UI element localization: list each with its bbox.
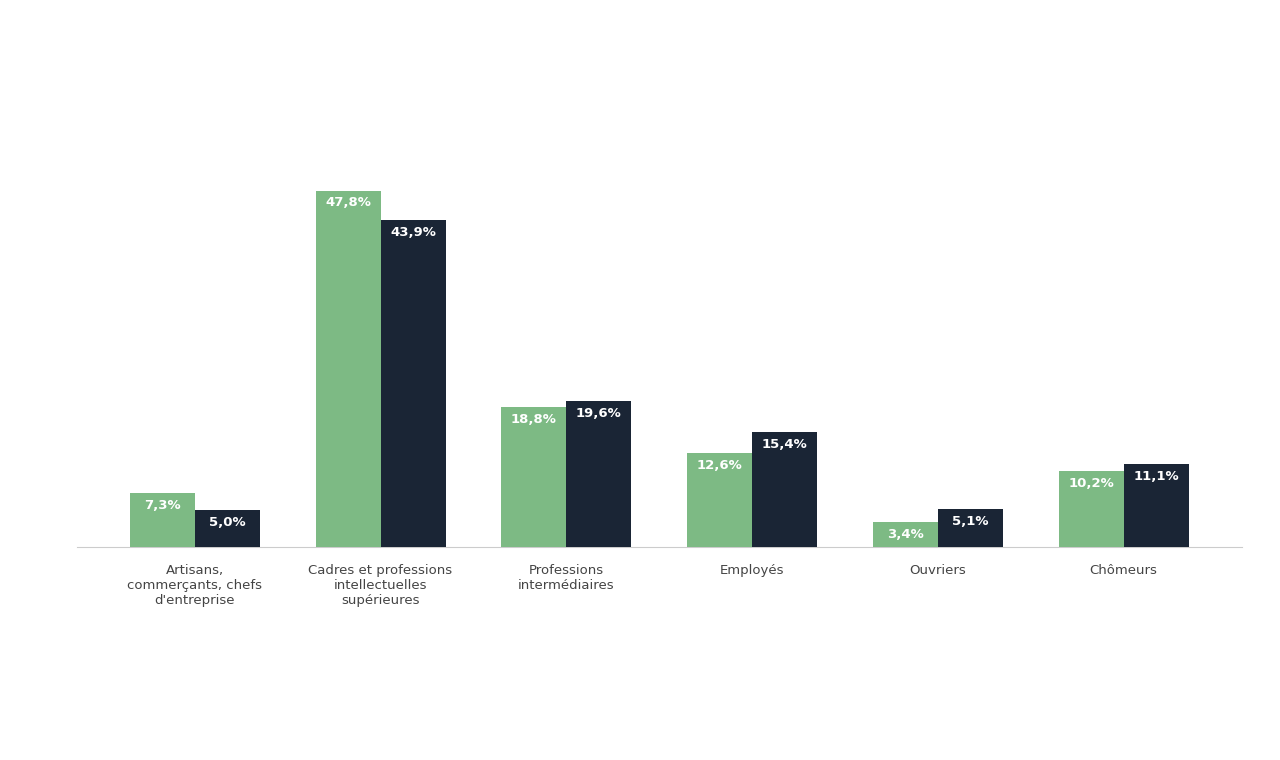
- Text: 47,8%: 47,8%: [325, 197, 371, 210]
- Text: 43,9%: 43,9%: [390, 226, 436, 239]
- Text: 18,8%: 18,8%: [511, 413, 557, 426]
- Text: 7,3%: 7,3%: [143, 499, 180, 511]
- Bar: [753, 432, 817, 547]
- Text: 15,4%: 15,4%: [762, 439, 808, 451]
- Bar: [687, 453, 753, 547]
- Bar: [380, 220, 445, 547]
- Text: 5,0%: 5,0%: [209, 516, 246, 529]
- Bar: [1059, 471, 1124, 547]
- Bar: [873, 522, 938, 547]
- Bar: [129, 492, 195, 547]
- Text: 5,1%: 5,1%: [952, 515, 988, 528]
- Bar: [1124, 464, 1189, 547]
- Text: 10,2%: 10,2%: [1069, 477, 1114, 490]
- Bar: [566, 401, 631, 547]
- Bar: [938, 509, 1004, 547]
- Bar: [195, 510, 260, 547]
- Text: 12,6%: 12,6%: [696, 459, 742, 472]
- Text: 11,1%: 11,1%: [1133, 470, 1179, 483]
- Text: 3,4%: 3,4%: [887, 527, 924, 541]
- Bar: [315, 191, 380, 547]
- Text: 19,6%: 19,6%: [576, 407, 622, 420]
- Bar: [502, 407, 566, 547]
